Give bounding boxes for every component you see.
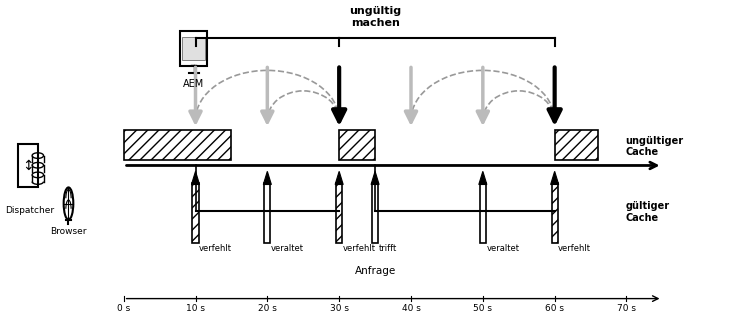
Text: 40 s: 40 s [401, 304, 421, 313]
Text: Browser: Browser [50, 227, 87, 236]
Text: 30 s: 30 s [330, 304, 349, 313]
Text: 60 s: 60 s [545, 304, 564, 313]
Text: ↕: ↕ [22, 158, 34, 173]
FancyBboxPatch shape [180, 31, 207, 66]
Text: ungültiger
Cache: ungültiger Cache [626, 136, 684, 157]
Text: 70 s: 70 s [617, 304, 636, 313]
Text: verfehlt: verfehlt [199, 244, 232, 253]
Bar [555, 130, 598, 160]
Bar [124, 130, 232, 160]
Polygon shape [335, 171, 344, 185]
Polygon shape [478, 171, 487, 185]
Text: veraltet: veraltet [486, 244, 519, 253]
Bar [372, 183, 378, 243]
Bar [264, 183, 271, 243]
Text: 20 s: 20 s [258, 304, 277, 313]
Text: ungültig
machen: ungültig machen [349, 6, 401, 28]
Bar [336, 183, 342, 243]
Bar [192, 183, 199, 243]
Text: Anfrage: Anfrage [355, 266, 396, 276]
Text: 10 s: 10 s [186, 304, 205, 313]
Text: gültiger
Cache: gültiger Cache [626, 202, 670, 223]
Bar [480, 183, 486, 243]
Bar [182, 37, 206, 60]
Text: Dispatcher: Dispatcher [5, 206, 55, 215]
Polygon shape [263, 171, 272, 185]
Text: veraltet: veraltet [271, 244, 304, 253]
Text: 50 s: 50 s [473, 304, 492, 313]
Polygon shape [191, 171, 200, 185]
Text: verfehlt: verfehlt [558, 244, 591, 253]
Text: 0 s: 0 s [117, 304, 130, 313]
Polygon shape [371, 171, 379, 185]
Text: verfehlt: verfehlt [343, 244, 376, 253]
Bar [339, 130, 375, 160]
Bar [551, 183, 558, 243]
Polygon shape [550, 171, 559, 185]
Text: AEM: AEM [183, 79, 205, 89]
FancyBboxPatch shape [18, 144, 38, 187]
Text: trifft: trifft [379, 244, 397, 253]
